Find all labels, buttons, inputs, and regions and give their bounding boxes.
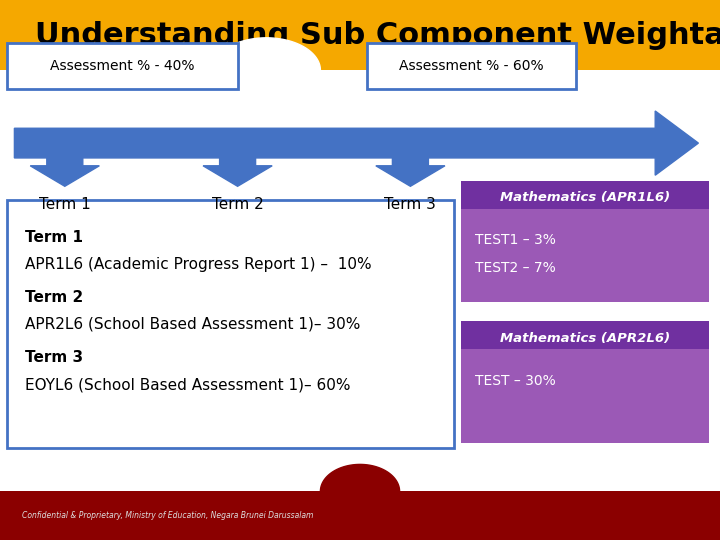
FancyBboxPatch shape [461,181,709,214]
FancyBboxPatch shape [461,209,709,302]
Text: APR1L6 (Academic Progress Report 1) –  10%: APR1L6 (Academic Progress Report 1) – 10… [25,256,372,272]
Text: Term 2: Term 2 [25,290,84,305]
FancyBboxPatch shape [461,349,709,443]
FancyBboxPatch shape [0,0,720,70]
Text: APR2L6 (School Based Assessment 1)– 30%: APR2L6 (School Based Assessment 1)– 30% [25,317,361,332]
Polygon shape [320,464,400,491]
Text: TEST – 30%: TEST – 30% [475,374,556,388]
FancyBboxPatch shape [7,200,454,448]
Text: Confidential & Proprietary, Ministry of Education, Negara Brunei Darussalam: Confidential & Proprietary, Ministry of … [22,511,313,520]
FancyBboxPatch shape [367,43,576,89]
Text: Term 1: Term 1 [25,230,84,245]
Text: TEST2 – 7%: TEST2 – 7% [475,261,556,275]
Text: TEST1 – 3%: TEST1 – 3% [475,233,556,247]
Polygon shape [203,130,272,186]
Text: Understanding Sub Component Weightages: Understanding Sub Component Weightages [35,21,720,50]
Polygon shape [376,130,445,186]
Text: EOYL6 (School Based Assessment 1)– 60%: EOYL6 (School Based Assessment 1)– 60% [25,377,351,393]
FancyBboxPatch shape [7,43,238,89]
Text: Mathematics (APR2L6): Mathematics (APR2L6) [500,332,670,345]
Text: Term 3: Term 3 [25,350,84,366]
Polygon shape [30,130,99,186]
Polygon shape [212,38,320,70]
Text: Assessment % - 40%: Assessment % - 40% [50,59,194,73]
FancyBboxPatch shape [0,491,720,540]
Text: Term 3: Term 3 [384,197,436,212]
Text: Term 2: Term 2 [212,197,264,212]
Text: Assessment % - 60%: Assessment % - 60% [400,59,544,73]
Polygon shape [14,111,698,175]
Text: Mathematics (APR1L6): Mathematics (APR1L6) [500,191,670,204]
FancyBboxPatch shape [461,321,709,355]
Text: Term 1: Term 1 [39,197,91,212]
